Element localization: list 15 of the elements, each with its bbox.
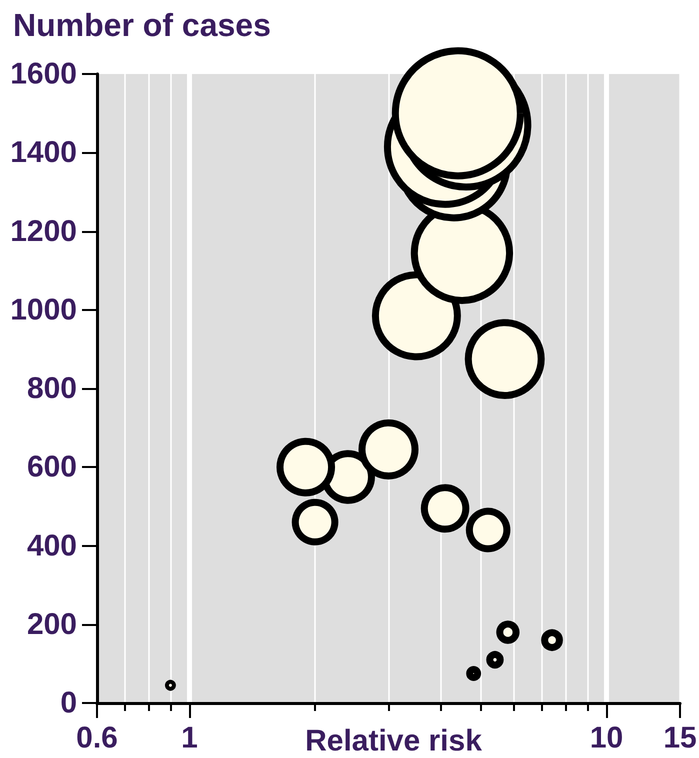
y-tick-label: 200 (26, 608, 77, 641)
x-tick-label: 0.6 (76, 722, 118, 754)
x-tick-label: 1 (181, 722, 198, 754)
x-axis-title: Relative risk (305, 724, 482, 758)
y-tick-label: 0 (60, 686, 77, 720)
x-tick-label: 15 (663, 722, 697, 754)
y-tick-label: 600 (26, 450, 77, 484)
y-tick-label: 1600 (10, 58, 77, 90)
y-tick-label: 400 (26, 529, 77, 562)
y-tick-label: 1400 (10, 136, 77, 170)
y-tick-label: 800 (26, 372, 77, 405)
y-tick-label: 1200 (10, 214, 77, 248)
y-axis-title: Number of cases (13, 7, 271, 43)
x-tick-label: 10 (590, 722, 624, 754)
y-tick-label: 1000 (10, 293, 77, 326)
